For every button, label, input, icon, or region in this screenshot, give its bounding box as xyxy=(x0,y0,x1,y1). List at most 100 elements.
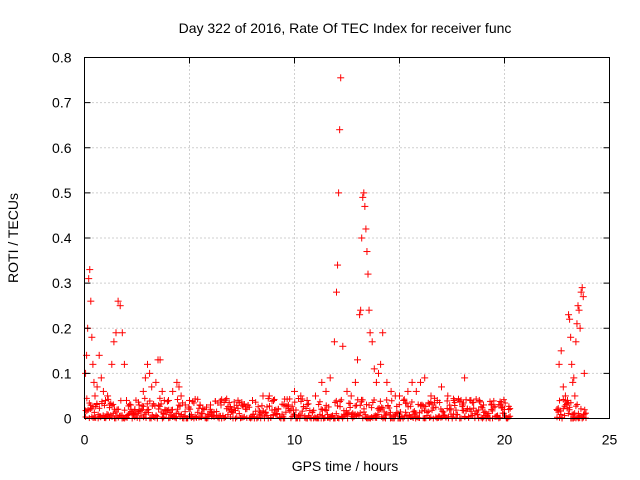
data-point xyxy=(505,405,513,413)
data-point xyxy=(200,406,207,413)
data-point xyxy=(319,406,326,413)
data-point xyxy=(115,406,122,413)
data-point xyxy=(177,403,184,410)
data-point xyxy=(432,414,439,421)
data-point xyxy=(218,396,225,403)
data-point xyxy=(249,396,256,404)
data-point xyxy=(199,405,206,412)
data-point xyxy=(199,410,206,417)
data-point xyxy=(266,403,273,410)
data-point xyxy=(231,398,238,405)
data-point xyxy=(432,404,439,411)
data-point xyxy=(573,320,581,328)
data-point xyxy=(362,411,369,418)
data-point xyxy=(370,365,378,373)
data-point xyxy=(316,398,323,405)
data-point xyxy=(379,405,386,412)
data-point xyxy=(140,403,147,410)
data-point xyxy=(93,401,100,408)
data-point xyxy=(141,395,148,402)
data-point xyxy=(177,392,185,400)
data-point xyxy=(173,410,180,417)
data-point xyxy=(374,411,381,418)
y-tick-label: 0.5 xyxy=(52,185,72,201)
data-point xyxy=(497,414,504,421)
data-point xyxy=(106,401,114,409)
data-point xyxy=(458,396,465,403)
data-point xyxy=(158,409,165,416)
data-point xyxy=(263,403,270,410)
data-point xyxy=(165,396,172,404)
data-point xyxy=(446,402,453,409)
data-point xyxy=(291,399,298,406)
data-point xyxy=(255,403,262,410)
data-point xyxy=(480,401,487,409)
data-point xyxy=(126,401,133,408)
data-point xyxy=(581,406,588,413)
data-point xyxy=(330,338,338,346)
data-point xyxy=(303,396,311,404)
x-tick-label: 5 xyxy=(186,432,194,448)
data-point xyxy=(565,311,573,319)
data-point xyxy=(255,414,262,421)
data-point xyxy=(393,409,400,416)
data-point xyxy=(396,392,403,400)
data-point xyxy=(194,409,201,416)
data-point xyxy=(169,406,176,413)
data-point xyxy=(384,402,391,409)
data-point xyxy=(181,401,189,409)
data-point xyxy=(290,411,297,418)
data-point xyxy=(574,302,582,310)
data-point xyxy=(576,324,584,332)
y-tick-label: 0.8 xyxy=(52,50,72,66)
data-point xyxy=(127,401,135,409)
data-point xyxy=(333,397,340,404)
data-point xyxy=(87,297,95,305)
data-point xyxy=(579,293,587,301)
data-point xyxy=(91,392,99,400)
data-point xyxy=(158,400,165,407)
data-point xyxy=(498,404,505,411)
data-point xyxy=(356,311,364,319)
data-point xyxy=(365,306,373,314)
data-point xyxy=(148,383,156,391)
data-point xyxy=(110,338,118,346)
data-point xyxy=(439,408,446,415)
data-point xyxy=(110,401,117,408)
data-point xyxy=(377,360,385,368)
data-point xyxy=(470,405,477,412)
data-point xyxy=(118,329,126,337)
data-point xyxy=(490,397,497,404)
x-tick-label: 20 xyxy=(497,432,513,448)
data-point xyxy=(476,398,483,405)
data-point xyxy=(146,398,153,405)
data-point xyxy=(203,404,210,411)
data-point xyxy=(557,347,565,355)
y-tick-labels: 0 0.1 0.2 0.3 0.4 0.5 0.6 0.7 0.8 xyxy=(52,50,72,427)
data-point xyxy=(366,402,373,409)
data-point xyxy=(574,401,581,408)
data-point xyxy=(121,407,128,414)
data-point xyxy=(314,414,321,421)
data-point xyxy=(412,387,420,395)
data-point xyxy=(140,414,147,421)
data-point xyxy=(395,410,402,417)
baseline-noise xyxy=(82,395,589,422)
data-point xyxy=(357,306,365,314)
data-point xyxy=(114,297,122,305)
data-point xyxy=(153,412,160,419)
data-point xyxy=(85,406,92,413)
data-point xyxy=(467,396,475,404)
data-point xyxy=(110,410,117,417)
data-point xyxy=(376,407,383,414)
data-point xyxy=(422,403,429,410)
data-point xyxy=(408,378,416,386)
data-point xyxy=(306,414,313,421)
x-axis-label: GPS time / hours xyxy=(292,458,399,474)
data-point xyxy=(123,396,130,404)
data-point xyxy=(169,387,177,395)
data-point xyxy=(427,392,435,400)
data-point xyxy=(500,396,507,403)
data-point xyxy=(265,392,273,400)
data-point xyxy=(459,401,466,409)
